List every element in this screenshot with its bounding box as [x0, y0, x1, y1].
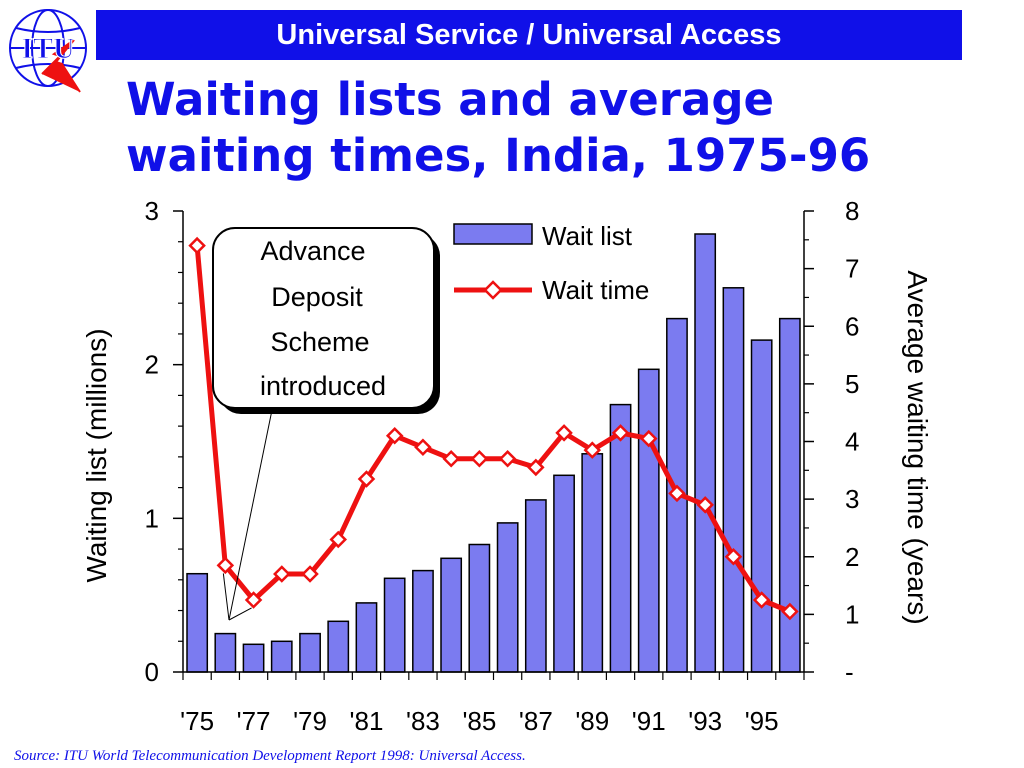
lightning-icon	[41, 39, 81, 93]
wait-time-marker-1984	[442, 450, 460, 468]
wait-time-marker-1986	[498, 450, 517, 468]
annotation-layer: Advance Deposit Scheme introduced	[212, 227, 440, 621]
legend-swatch-wait-list	[453, 223, 533, 245]
axes-layer: 0 1 2 3 - 1 2 3 4 5 6 7 8 '75 '77 '79 '81 '83 '85 '87 '89 '91…	[81, 196, 933, 736]
bar-1983	[412, 569, 434, 673]
bar-1987	[524, 499, 547, 673]
wait-time-line-layer	[188, 236, 799, 621]
right-tick-label-1: 1	[845, 599, 859, 629]
wait-time-marker-1993	[696, 496, 714, 514]
bar-1986	[496, 522, 519, 673]
logo-text: ITU	[21, 32, 74, 65]
annotation-line-2: Deposit	[271, 282, 363, 312]
annotation-line-1: Advance	[260, 236, 365, 266]
bar-1990	[609, 403, 632, 673]
wait-time-marker-1975	[188, 236, 206, 255]
left-tick-label-0: 0	[145, 657, 159, 687]
x-tick-label-93: '93	[688, 706, 722, 736]
bar-1975	[186, 572, 209, 673]
right-tick-label-4: 4	[845, 427, 859, 457]
bar-1988	[553, 474, 575, 673]
bar-1976	[214, 632, 237, 673]
x-tick-label-77: '77	[237, 706, 271, 736]
bars-layer	[186, 233, 801, 673]
bar-1978	[270, 640, 293, 673]
bar-1982	[383, 577, 406, 673]
wait-time-marker-1988	[555, 424, 573, 442]
bar-1985	[468, 543, 491, 673]
chart: 0 1 2 3 - 1 2 3 4 5 6 7 8 '75 '77 '79 '81 '83 '85 '87 '89 '91…	[81, 196, 933, 736]
y2-axis-title: Average waiting time (years)	[902, 270, 933, 624]
wait-time-marker-1989	[583, 441, 602, 459]
bar-1979	[299, 632, 321, 673]
wait-time-marker-1983	[414, 438, 432, 457]
wait-time-marker-1996	[781, 602, 799, 621]
x-tick-label-75: '75	[180, 706, 214, 736]
annotation-pointer-1976	[222, 573, 230, 621]
bar-1981	[355, 602, 378, 673]
wait-time-marker-1995	[752, 591, 771, 609]
wait-time-marker-1982	[385, 426, 404, 445]
title-line-2: waiting times, India, 1975-96	[126, 129, 871, 182]
wait-time-marker-1978	[273, 565, 291, 583]
right-tick-label-8: 8	[845, 196, 859, 226]
x-tick-label-81: '81	[350, 706, 384, 736]
bar-1994	[722, 287, 745, 673]
right-tick-label-7: 7	[845, 254, 859, 284]
x-tick-label-83: '83	[406, 706, 440, 736]
annotation-box	[212, 227, 435, 409]
right-tick-label-0: -	[845, 657, 854, 687]
x-tick-label-79: '79	[293, 706, 327, 736]
header-banner: Universal Service / Universal Access	[96, 10, 962, 60]
legend-label-wait-list: Wait list	[542, 221, 633, 251]
x-tick-label-87: '87	[519, 706, 553, 736]
wait-time-marker-1977	[244, 591, 263, 609]
wait-time-marker-1980	[329, 530, 348, 549]
slide-title: Waiting lists and average waiting times,…	[126, 72, 1016, 184]
itu-logo: ITU	[9, 9, 87, 93]
x-tick-label-95: '95	[745, 706, 779, 736]
bar-1991	[637, 368, 660, 673]
bar-1980	[327, 620, 350, 673]
right-tick-label-2: 2	[845, 542, 859, 572]
wait-time-marker-1992	[668, 484, 686, 503]
bar-1977	[242, 643, 265, 673]
left-tick-label-2: 2	[145, 350, 159, 380]
x-tick-label-85: '85	[462, 706, 496, 736]
x-tick-label-89: '89	[575, 706, 609, 736]
wait-time-marker-1985	[470, 450, 489, 468]
right-tick-label-5: 5	[845, 369, 859, 399]
left-tick-label-3: 3	[145, 196, 159, 226]
bar-1989	[581, 453, 604, 673]
wait-time-marker-1981	[357, 470, 376, 488]
wait-time-marker-1979	[301, 565, 319, 583]
globe-icon	[9, 9, 87, 87]
legend-layer: Wait list Wait time	[453, 221, 649, 305]
legend-label-wait-time: Wait time	[542, 275, 649, 305]
title-line-1: Waiting lists and average	[126, 73, 775, 126]
wait-time-marker-1987	[527, 458, 545, 477]
wait-time-marker-1976	[216, 556, 235, 575]
right-tick-label-6: 6	[845, 311, 859, 341]
left-tick-label-1: 1	[145, 503, 159, 533]
annotation-line-3: Scheme	[270, 327, 369, 357]
source-note: Source: ITU World Telecommunication Deve…	[14, 748, 526, 764]
annotation-pointer-1977	[228, 607, 252, 621]
wait-time-marker-1994	[724, 547, 743, 566]
bar-1984	[440, 557, 463, 673]
wait-time-marker-1990	[611, 424, 630, 442]
x-tick-label-91: '91	[632, 706, 666, 736]
bar-1995	[750, 339, 773, 673]
right-tick-label-3: 3	[845, 484, 859, 514]
annotation-line-4: introduced	[260, 371, 386, 401]
wait-time-marker-1991	[639, 429, 658, 448]
wait-time-line	[194, 245, 791, 614]
legend-swatch-wait-time-marker	[483, 280, 503, 300]
annotation-leader	[228, 409, 273, 621]
y-axis-title: Waiting list (millions)	[81, 328, 112, 582]
bar-1993	[694, 233, 717, 673]
